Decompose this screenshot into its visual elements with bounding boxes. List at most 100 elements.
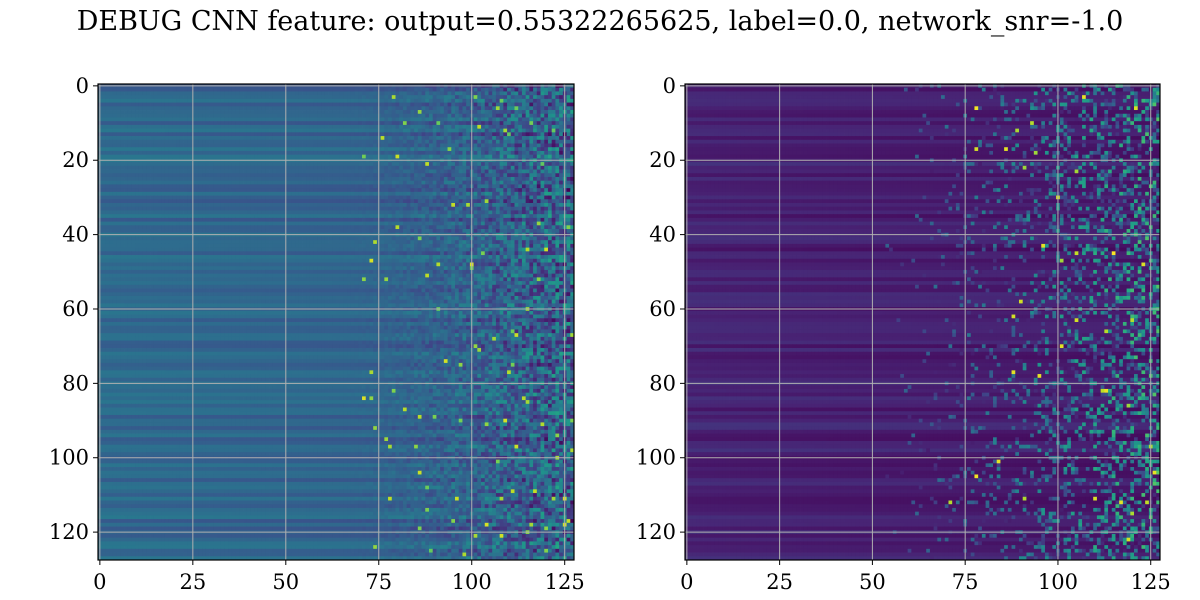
heatmap-cell <box>366 177 370 181</box>
heatmap-cell <box>496 95 500 99</box>
heatmap-cell <box>351 184 355 188</box>
heatmap-cell <box>109 184 113 188</box>
heatmap-cell <box>466 218 470 222</box>
heatmap-cell <box>303 203 307 207</box>
heatmap-cell <box>529 170 533 174</box>
heatmap-cell <box>544 88 548 92</box>
heatmap-cell <box>102 88 106 92</box>
heatmap-cell <box>198 151 202 155</box>
heatmap-cell <box>325 129 329 133</box>
heatmap-cell <box>529 147 533 151</box>
heatmap-cell <box>210 144 214 148</box>
heatmap-cell <box>265 196 269 200</box>
heatmap-cell <box>414 155 418 159</box>
heatmap-cell <box>388 207 392 211</box>
heatmap-cell <box>474 181 478 185</box>
heatmap-cell <box>210 222 214 226</box>
heatmap-cell <box>254 173 258 177</box>
heatmap-cell <box>396 121 400 125</box>
heatmap-cell <box>496 184 500 188</box>
heatmap-cell <box>146 144 150 148</box>
heatmap-cell <box>198 114 202 118</box>
heatmap-cell <box>336 88 340 92</box>
heatmap-cell <box>388 121 392 125</box>
heatmap-cell <box>522 144 526 148</box>
heatmap-cell <box>492 196 496 200</box>
heatmap-cell <box>210 177 214 181</box>
heatmap-cell <box>477 151 481 155</box>
heatmap-cell <box>407 95 411 99</box>
heatmap-cell <box>299 162 303 166</box>
heatmap-cell <box>451 199 455 203</box>
heatmap-cell <box>239 181 243 185</box>
heatmap-cell <box>436 110 440 114</box>
heatmap-cell <box>128 166 132 170</box>
heatmap-cell <box>488 210 492 214</box>
heatmap-cell <box>529 192 533 196</box>
heatmap-cell <box>362 151 366 155</box>
heatmap-cell <box>448 103 452 107</box>
heatmap-cell <box>232 177 236 181</box>
heatmap-cell <box>228 114 232 118</box>
heatmap-cell <box>109 188 113 192</box>
heatmap-cell <box>317 210 321 214</box>
heatmap-cell <box>169 106 173 110</box>
heatmap-cell <box>306 222 310 226</box>
heatmap-cell <box>466 106 470 110</box>
heatmap-cell <box>567 129 571 133</box>
heatmap-cell <box>362 88 366 92</box>
heatmap-cell <box>418 207 422 211</box>
heatmap-cell <box>511 136 515 140</box>
heatmap-cell <box>172 184 176 188</box>
heatmap-cell <box>124 214 128 218</box>
heatmap-cell <box>533 166 537 170</box>
heatmap-cell <box>120 225 124 229</box>
heatmap-cell <box>113 155 117 159</box>
heatmap-cell <box>277 210 281 214</box>
heatmap-cell <box>422 196 426 200</box>
heatmap-cell <box>548 110 552 114</box>
heatmap-cell <box>273 170 277 174</box>
heatmap-cell <box>102 99 106 103</box>
heatmap-cell <box>459 192 463 196</box>
heatmap-cell <box>221 196 225 200</box>
heatmap-cell <box>559 121 563 125</box>
heatmap-cell <box>232 88 236 92</box>
heatmap-cell <box>347 95 351 99</box>
heatmap-cell <box>280 136 284 140</box>
heatmap-cell <box>291 192 295 196</box>
heatmap-cell <box>488 184 492 188</box>
heatmap-cell <box>117 144 121 148</box>
heatmap-cell <box>306 196 310 200</box>
heatmap-cell <box>459 214 463 218</box>
heatmap-cell <box>500 177 504 181</box>
heatmap-cell <box>158 199 162 203</box>
heatmap-cell <box>317 129 321 133</box>
heatmap-cell <box>414 125 418 129</box>
heatmap-cell <box>139 88 143 92</box>
heatmap-cell <box>496 166 500 170</box>
heatmap-cell <box>522 125 526 129</box>
heatmap-cell <box>295 110 299 114</box>
heatmap-cell <box>522 114 526 118</box>
heatmap-cell <box>433 199 437 203</box>
heatmap-cell <box>511 99 515 103</box>
heatmap-cell <box>436 199 440 203</box>
heatmap-cell <box>265 95 269 99</box>
heatmap-cell <box>355 210 359 214</box>
heatmap-cell <box>422 207 426 211</box>
heatmap-cell <box>202 95 206 99</box>
heatmap-cell <box>321 207 325 211</box>
heatmap-cell <box>548 184 552 188</box>
heatmap-cell <box>384 177 388 181</box>
heatmap-cell <box>250 140 254 144</box>
heatmap-cell <box>210 132 214 136</box>
heatmap-cell <box>462 181 466 185</box>
heatmap-cell <box>131 203 135 207</box>
heatmap-cell <box>422 114 426 118</box>
heatmap-cell <box>232 95 236 99</box>
heatmap-cell <box>239 151 243 155</box>
heatmap-cell <box>548 136 552 140</box>
heatmap-cell <box>239 192 243 196</box>
heatmap-cell <box>555 132 559 136</box>
